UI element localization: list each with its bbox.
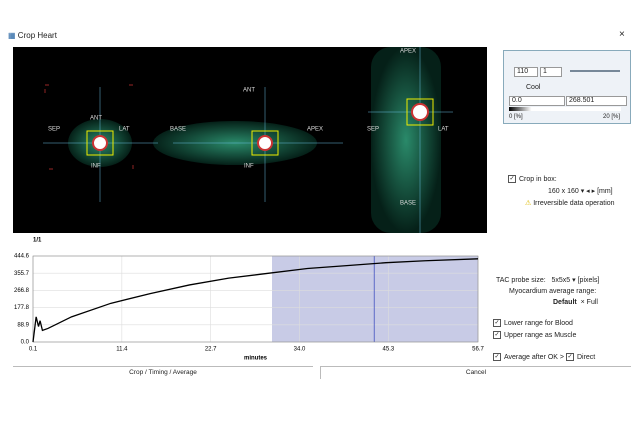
low-pct: 0 [%] bbox=[509, 114, 523, 120]
view-label: LAT bbox=[119, 127, 130, 133]
view-label: INF bbox=[244, 164, 254, 170]
view-label: SEP bbox=[367, 127, 379, 133]
warning-text: Irreversible data operation bbox=[533, 200, 615, 207]
y-tick-label: 444.6 bbox=[14, 254, 30, 260]
upper-check[interactable]: ✓ Upper range as Muscle bbox=[493, 331, 577, 339]
y-tick-label: 88.9 bbox=[17, 322, 29, 328]
full-button[interactable]: Full bbox=[586, 299, 598, 306]
view-label: SEP bbox=[48, 127, 60, 133]
view-label: APEX bbox=[307, 127, 323, 133]
page-label: 1/1 bbox=[33, 238, 42, 244]
min-field[interactable]: 0.0 bbox=[509, 96, 565, 106]
crop-label: Crop in box: bbox=[519, 175, 557, 183]
slice-field[interactable]: 110 bbox=[514, 67, 538, 77]
lower-check[interactable]: ✓ Lower range for Blood bbox=[493, 319, 573, 327]
x-tick-label: 45.3 bbox=[383, 347, 395, 353]
slider[interactable] bbox=[570, 70, 620, 72]
y-tick-label: 177.8 bbox=[14, 305, 30, 311]
view-label: LAT bbox=[438, 127, 449, 133]
max-field[interactable]: 268.501 bbox=[566, 96, 627, 106]
box-size-text: 160 x 160 bbox=[548, 188, 579, 195]
view-label: ANT bbox=[90, 116, 102, 122]
y-tick-label: 0.0 bbox=[21, 340, 30, 346]
y-tick-label: 355.7 bbox=[14, 271, 30, 277]
colorbar bbox=[509, 107, 621, 111]
lower-label: Lower range for Blood bbox=[504, 319, 573, 327]
crop-button[interactable]: Crop / Timing / Average bbox=[13, 366, 313, 379]
title-text: Crop Heart bbox=[17, 31, 57, 40]
view-label: BASE bbox=[400, 201, 416, 207]
x-tick-label: 11.4 bbox=[116, 347, 128, 353]
probe-label: TAC probe size: bbox=[496, 277, 546, 284]
colormap[interactable]: Cool bbox=[526, 84, 541, 91]
average-check[interactable]: ✓ Average after OK > ✓ Direct bbox=[493, 353, 596, 361]
default-button[interactable]: Default bbox=[553, 299, 577, 306]
box-unit: [mm] bbox=[597, 188, 613, 195]
view-label: INF bbox=[91, 164, 101, 170]
view-label: APEX bbox=[400, 49, 416, 55]
step-field[interactable]: 1 bbox=[540, 67, 562, 77]
average-label: Average after OK > bbox=[504, 353, 564, 361]
warning: ⚠ Irreversible data operation bbox=[525, 200, 615, 207]
crop-check[interactable]: ✓ Crop in box: bbox=[508, 175, 557, 183]
tac-plot: 1/1 0.0 88.9 177.8 266.8 355.7 444.6 0.1 11.4 22.… bbox=[14, 238, 485, 362]
color-panel bbox=[503, 50, 631, 124]
direct-label: Direct bbox=[576, 353, 596, 361]
range-label: Myocardium average range: bbox=[509, 288, 597, 295]
view-label: BASE bbox=[170, 127, 186, 133]
cancel-button[interactable]: Cancel bbox=[320, 366, 631, 379]
x-tick-label: 34.0 bbox=[294, 347, 306, 353]
high-pct: 20 [%] bbox=[603, 114, 621, 120]
view-label: ANT bbox=[243, 88, 255, 94]
probe-unit: [pixels] bbox=[577, 277, 600, 284]
close-button[interactable]: × bbox=[619, 29, 625, 40]
x-tick-label: 22.7 bbox=[205, 347, 217, 353]
window-title: ▦ Crop Heart bbox=[8, 31, 57, 40]
x-tick-label: 0.1 bbox=[29, 347, 38, 353]
box-size[interactable]: 160 x 160 ▾ ◂ ▸ [mm] bbox=[548, 188, 613, 195]
tac-curve bbox=[32, 258, 479, 343]
x-axis-label: minutes bbox=[244, 356, 268, 362]
highlight-range bbox=[272, 256, 478, 342]
probe: TAC probe size: 5x5x5 ▾ [pixels] bbox=[496, 277, 600, 284]
image-views: ANT SEP LAT INF ANT BASE APEX INF APEX S… bbox=[13, 47, 487, 233]
plot-frame bbox=[32, 255, 479, 343]
upper-label: Upper range as Muscle bbox=[504, 331, 577, 339]
x-tick-label: 56.7 bbox=[472, 347, 484, 353]
range-buttons: Default × Full bbox=[553, 299, 598, 306]
probe-size[interactable]: 5x5x5 bbox=[551, 277, 571, 284]
y-tick-label: 266.8 bbox=[14, 288, 30, 294]
